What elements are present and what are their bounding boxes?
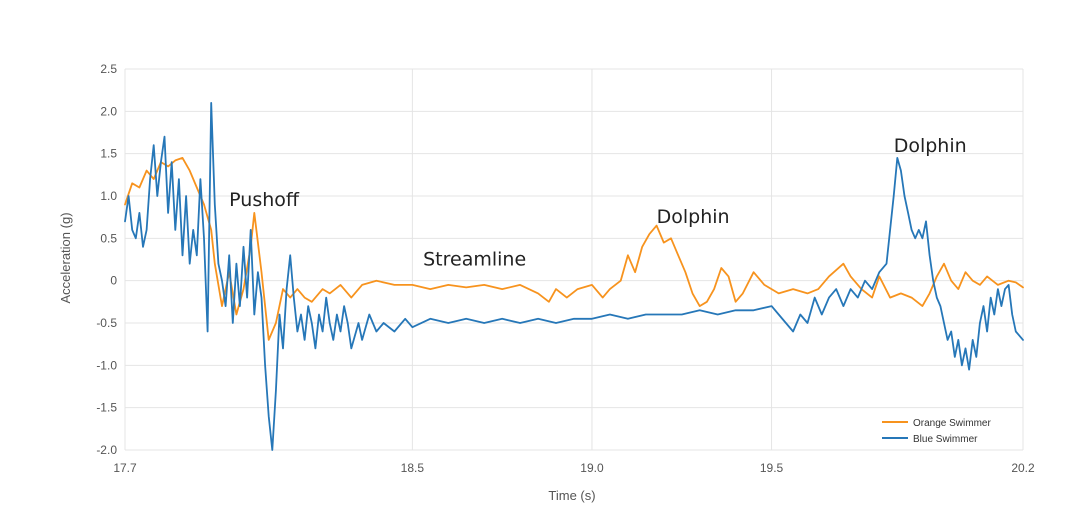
legend-label-blue-swimmer: Blue Swimmer	[913, 434, 978, 445]
y-tick-label: 0.5	[100, 231, 117, 245]
legend-label-orange-swimmer: Orange Swimmer	[913, 418, 991, 429]
x-tick-label: 20.2	[1011, 461, 1035, 475]
grid-lines	[124, 68, 1024, 451]
x-axis-title: Time (s)	[548, 488, 595, 503]
y-tick-label: 2.5	[100, 62, 117, 76]
y-tick-label: 2.0	[100, 104, 117, 118]
y-tick-label: -2.0	[96, 443, 117, 457]
x-tick-label: 18.5	[401, 461, 425, 475]
annotation-streamline: Streamline	[423, 248, 526, 270]
y-tick-label: 1.0	[100, 189, 117, 203]
series-lines	[124, 102, 1024, 451]
annotation-dolphin: Dolphin	[894, 135, 967, 157]
series-line-blue-swimmer	[124, 102, 1024, 451]
y-tick-label: 0	[110, 274, 117, 288]
x-tick-label: 19.5	[760, 461, 784, 475]
annotation-dolphin: Dolphin	[657, 206, 730, 228]
legend: Orange Swimmer Blue Swimmer	[882, 418, 991, 445]
y-tick-label: -0.5	[96, 316, 117, 330]
x-tick-label: 17.7	[113, 461, 137, 475]
axes: 2.5 2.0 1.5 1.0 0.5 0 -0.5 -1.0 -1.5 -2.0 17.7 18.5…	[96, 62, 1035, 475]
y-tick-label: -1.0	[96, 358, 117, 372]
x-tick-label: 19.0	[580, 461, 604, 475]
series-line-orange-swimmer	[124, 157, 1024, 341]
annotation-pushoff: Pushoff	[229, 189, 300, 211]
y-axis-title: Acceleration (g)	[58, 212, 73, 303]
y-tick-label: -1.5	[96, 401, 117, 415]
y-tick-label: 1.5	[100, 147, 117, 161]
annotations: Pushoff Streamline Dolphin Dolphin	[229, 135, 966, 270]
